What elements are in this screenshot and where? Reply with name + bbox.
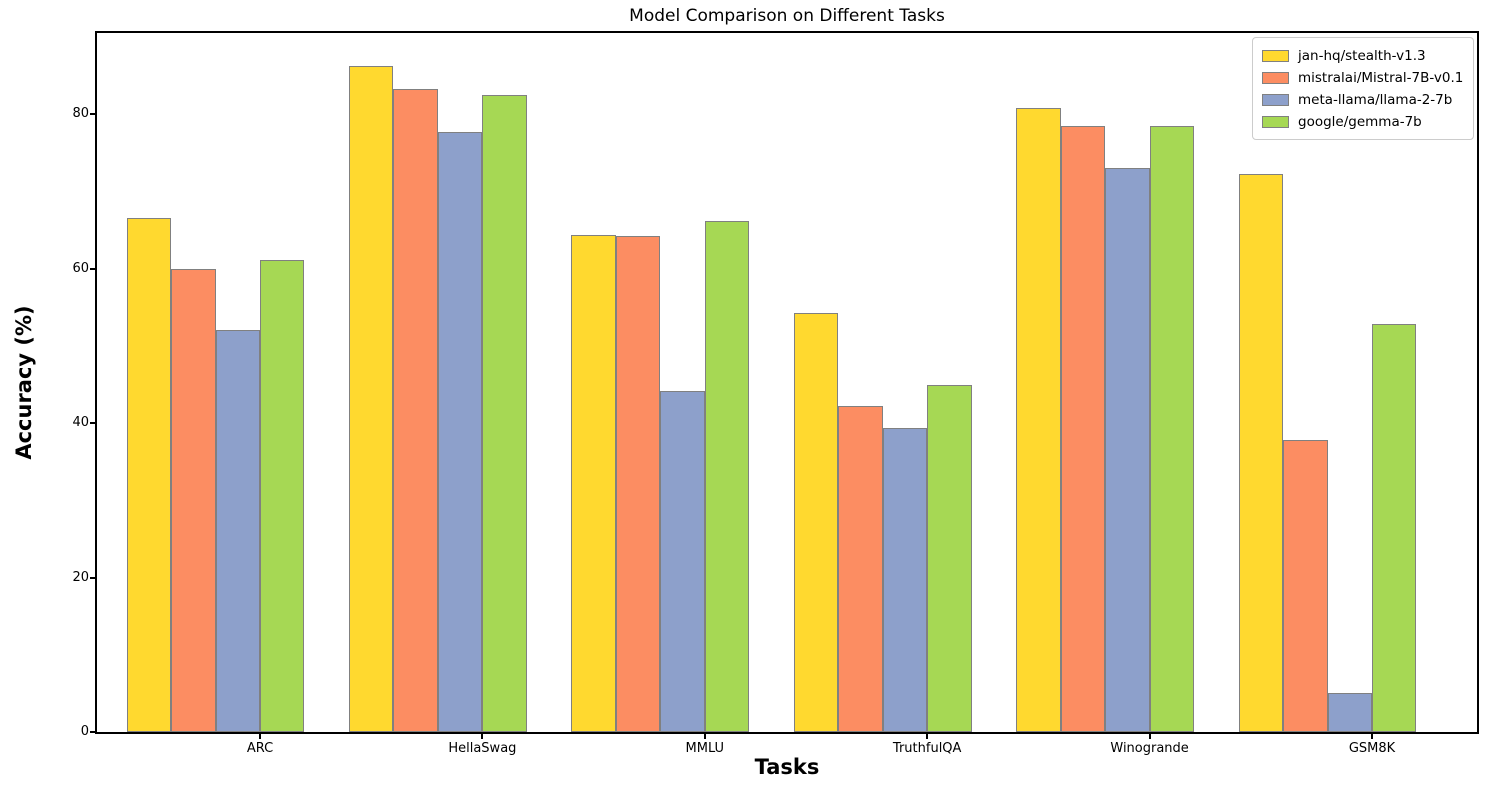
y-tick-label: 80 (72, 106, 89, 122)
x-tick-label: GSM8K (1348, 741, 1396, 756)
x-axis-label: Tasks (754, 755, 820, 779)
bar (126, 218, 172, 732)
y-tick-mark (90, 267, 95, 270)
legend-item: jan-hq/stealth-v1.3 (1262, 45, 1463, 67)
y-tick-label: 20 (72, 569, 89, 585)
y-tick-mark (90, 731, 95, 733)
legend: jan-hq/stealth-v1.3 mistralai/Mistral-7B-… (1252, 37, 1474, 140)
bar (215, 330, 260, 732)
bar (393, 88, 438, 732)
legend-item: meta-llama/llama-2-7b (1262, 89, 1463, 111)
bar (571, 234, 616, 732)
bar (615, 236, 661, 732)
y-tick-label: 60 (72, 260, 89, 276)
legend-swatch (1262, 72, 1289, 84)
legend-item: google/gemma-7b (1262, 111, 1463, 133)
legend-swatch (1262, 94, 1289, 106)
plot-area (95, 31, 1479, 734)
x-tick-label: HellaSwag (448, 741, 517, 756)
x-tick-label: ARC (246, 741, 274, 756)
bar (1149, 125, 1195, 732)
bar (1238, 173, 1284, 732)
bar (171, 268, 216, 732)
y-tick-mark (90, 576, 95, 579)
y-tick-label: 40 (72, 415, 89, 431)
legend-label: mistralai/Mistral-7B-v0.1 (1298, 70, 1464, 86)
bar (1372, 324, 1417, 732)
bar (660, 391, 705, 732)
bar (1105, 168, 1150, 732)
bar (437, 131, 483, 732)
bar (838, 406, 883, 732)
x-tick-mark (259, 734, 261, 739)
bar (1016, 107, 1061, 732)
bar (1283, 440, 1328, 732)
x-tick-mark (926, 734, 929, 739)
legend-label: jan-hq/stealth-v1.3 (1298, 48, 1426, 64)
y-axis-label: Accuracy (%) (12, 305, 36, 460)
x-tick-label: Winogrande (1110, 741, 1189, 756)
x-tick-label: TruthfulQA (892, 741, 962, 756)
x-tick-label: MMLU (685, 741, 725, 756)
bar (882, 427, 928, 732)
legend-label: meta-llama/llama-2-7b (1298, 92, 1453, 108)
x-tick-mark (481, 734, 484, 739)
y-tick-mark (90, 422, 95, 425)
bar (1327, 693, 1372, 732)
legend-label: google/gemma-7b (1298, 114, 1422, 130)
bar (260, 260, 305, 732)
x-tick-mark (703, 734, 706, 739)
bar (927, 385, 972, 732)
bar (793, 312, 839, 732)
y-tick-label: 0 (80, 724, 89, 739)
legend-swatch (1262, 50, 1289, 62)
bar (704, 220, 750, 732)
x-tick-mark (1148, 734, 1151, 739)
legend-swatch (1262, 116, 1289, 128)
bar (482, 94, 527, 732)
bar (1060, 126, 1106, 732)
x-tick-mark (1371, 734, 1373, 739)
bar (348, 66, 394, 732)
legend-item: mistralai/Mistral-7B-v0.1 (1262, 67, 1463, 89)
chart-title: Model Comparison on Different Tasks (629, 6, 945, 26)
y-tick-mark (90, 113, 95, 116)
